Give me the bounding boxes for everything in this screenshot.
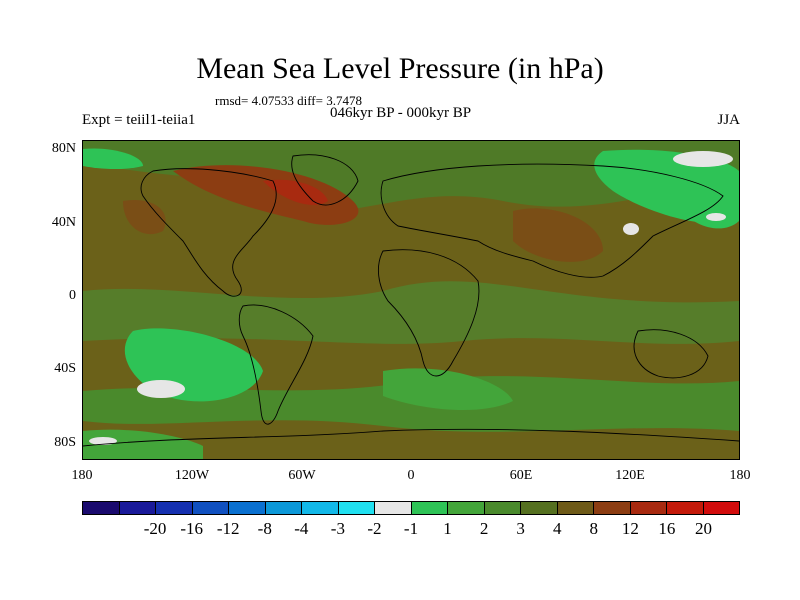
field-green-indian (383, 368, 513, 411)
field-green-npacific (683, 190, 739, 229)
legend-label: 16 (658, 519, 676, 538)
lat-label: 40S (54, 361, 76, 376)
legend-color-box (411, 502, 448, 514)
legend-label: -2 (367, 519, 382, 538)
legend-label: 1 (443, 519, 452, 538)
field-grey-spot-npacific-2 (706, 213, 726, 221)
legend-color-box (119, 502, 156, 514)
experiment-label: Expt = teiil1-teiia1 (82, 112, 196, 128)
legend-label: 2 (479, 519, 489, 538)
legend-color-box (229, 502, 266, 514)
field-green-arctic (83, 148, 143, 170)
coastline-greenland (291, 154, 359, 206)
lon-label: 60E (509, 468, 533, 483)
legend-color-box (484, 502, 521, 514)
legend-color-box (83, 502, 120, 514)
legend-color-box (338, 502, 375, 514)
color-legend-bar (82, 501, 740, 515)
legend-label: 3 (516, 519, 525, 538)
legend-color-box (192, 502, 229, 514)
coastline-africa (377, 249, 480, 377)
legend-color-box (265, 502, 302, 514)
legend-color-box (521, 502, 558, 514)
legend-label: 4 (552, 519, 562, 538)
legend-color-box (557, 502, 594, 514)
coastline-australia (633, 329, 709, 379)
legend-color-box (302, 502, 339, 514)
legend-color-box (630, 502, 667, 514)
coastline-north-america (140, 168, 277, 297)
period-subtitle: 046kyr BP - 000kyr BP (330, 105, 472, 121)
lat-label: 80N (51, 141, 76, 156)
legend-color-box (375, 502, 412, 514)
lat-label: 80S (54, 435, 76, 450)
legend-label: 8 (589, 519, 599, 538)
legend-color-box (594, 502, 631, 514)
legend-label: -4 (294, 519, 309, 538)
field-band-north (83, 141, 739, 211)
lon-label: 180 (71, 468, 93, 483)
coastline-antarctica (83, 428, 739, 447)
field-high-atlantic (173, 165, 359, 225)
legend-label: -20 (143, 519, 167, 538)
field-green-antarctic (83, 429, 203, 459)
map-title: Mean Sea Level Pressure (in hPa) (196, 52, 604, 85)
legend-label: -16 (180, 519, 203, 538)
field-grey-spot-south (137, 380, 185, 398)
legend-label: 12 (621, 519, 639, 538)
lon-label: 60W (288, 468, 316, 483)
lat-label: 0 (69, 288, 76, 303)
field-grey-spot-npacific (673, 151, 733, 167)
stats-line: rmsd= 4.07533 diff= 3.7478 (215, 93, 362, 108)
lon-label: 120W (174, 468, 210, 483)
field-high-atlantic-core (263, 179, 328, 205)
legend-label: 20 (694, 519, 712, 538)
legend-color-box (703, 502, 739, 514)
coastline-eurasia (380, 163, 724, 278)
pressure-map (82, 140, 740, 460)
coastline-south-america (238, 304, 314, 425)
lat-label: 40N (51, 215, 76, 230)
lon-label: 120E (615, 468, 645, 483)
lon-label: 0 (407, 468, 415, 483)
field-grey-spot-antarctic (89, 437, 117, 445)
field-band-equator (83, 281, 739, 344)
legend-label: -3 (330, 519, 345, 538)
legend-label: -1 (403, 519, 419, 538)
legend-color-box (156, 502, 193, 514)
field-grey-spot-asia (623, 223, 639, 235)
season-label: JJA (717, 112, 740, 128)
legend-color-box (667, 502, 704, 514)
field-high-asia (513, 208, 603, 262)
field-high-pacific (123, 200, 166, 235)
legend-label: -8 (257, 519, 272, 538)
legend-color-box (448, 502, 485, 514)
legend-label: -12 (216, 519, 240, 538)
lon-label: 180 (729, 468, 751, 483)
